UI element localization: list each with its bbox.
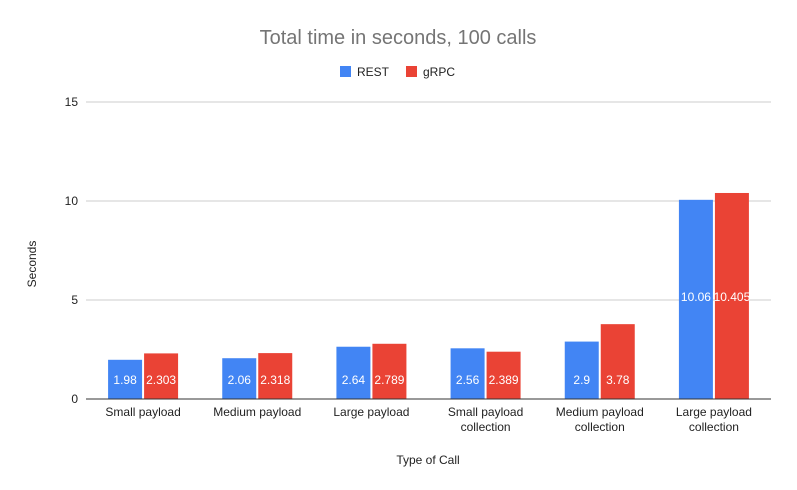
bar-data-label: 2.789 bbox=[374, 373, 404, 387]
bar-grpc bbox=[372, 343, 407, 399]
chart-title: Total time in seconds, 100 calls bbox=[260, 27, 537, 49]
bar-data-label: 2.389 bbox=[489, 373, 519, 387]
bar-data-label: 2.06 bbox=[228, 373, 252, 387]
bar-rest bbox=[564, 341, 599, 399]
bar-data-label: 10.06 bbox=[681, 290, 711, 304]
y-tick-label: 10 bbox=[65, 194, 79, 208]
legend-swatch-rest bbox=[340, 66, 351, 77]
y-tick-label: 0 bbox=[71, 392, 78, 406]
gridlines bbox=[86, 101, 771, 400]
legend: REST gRPC bbox=[340, 65, 455, 79]
y-tick-label: 15 bbox=[65, 95, 79, 109]
bar-data-label: 2.303 bbox=[146, 373, 176, 387]
bar-rest bbox=[678, 199, 713, 399]
bar-data-label: 2.318 bbox=[260, 373, 290, 387]
bars: 1.98 2.303 2.06 2.318 2.64 2.789 2.56 2.389 2.9 3… bbox=[86, 192, 771, 400]
legend-swatch-grpc bbox=[406, 66, 417, 77]
legend-label-grpc: gRPC bbox=[423, 65, 455, 79]
bar-data-label: 2.64 bbox=[342, 373, 366, 387]
x-axis-title: Type of Call bbox=[396, 453, 459, 467]
x-tick-label: Large payload bbox=[333, 405, 409, 419]
bar-grpc bbox=[144, 353, 179, 399]
bar-data-label: 1.98 bbox=[113, 373, 137, 387]
bar-data-label: 10.405 bbox=[714, 290, 751, 304]
x-tick-label: Small payload collection bbox=[448, 405, 523, 434]
x-tick-label: Medium payload collection bbox=[556, 405, 644, 434]
bar-grpc bbox=[600, 324, 635, 399]
x-axis-ticks: Small payload Medium payload Large payload… bbox=[105, 405, 752, 434]
bar-data-label: 2.9 bbox=[573, 373, 590, 387]
bar-data-label: 2.56 bbox=[456, 373, 480, 387]
bar-data-label: 3.78 bbox=[606, 373, 630, 387]
x-tick-label: Large payload collection bbox=[676, 405, 752, 434]
bar-grpc bbox=[714, 192, 749, 399]
bar-grpc bbox=[258, 353, 293, 399]
bar-rest bbox=[222, 358, 257, 399]
bar-rest bbox=[336, 346, 371, 399]
y-axis-ticks: 0 5 10 15 bbox=[65, 95, 79, 406]
y-tick-label: 5 bbox=[71, 293, 78, 307]
x-tick-label: Medium payload bbox=[213, 405, 301, 419]
bar-rest bbox=[450, 348, 485, 399]
bar-grpc bbox=[486, 351, 521, 399]
bar-rest bbox=[108, 359, 143, 399]
x-tick-label: Small payload bbox=[105, 405, 180, 419]
y-axis-title: Seconds bbox=[25, 241, 39, 288]
legend-label-rest: REST bbox=[357, 65, 390, 79]
